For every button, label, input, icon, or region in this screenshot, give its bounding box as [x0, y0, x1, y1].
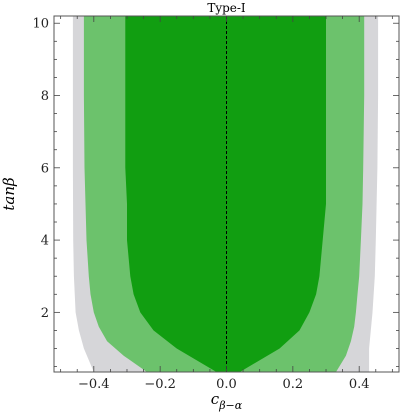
x-tick-label: −0.2 — [144, 377, 176, 392]
y-axis: 2 4 6 8 10 — [32, 17, 399, 367]
y-tick-label: 4 — [41, 234, 49, 249]
x-axis-title: cβ−α — [211, 390, 243, 412]
x-tick-label: 0.4 — [349, 377, 370, 392]
y-tick-label: 6 — [41, 161, 49, 176]
x-tick-label: 0.2 — [283, 377, 304, 392]
y-tick-label: 2 — [41, 306, 49, 321]
x-tick-label: 0.0 — [216, 377, 237, 392]
chart-title: Type-I — [207, 1, 246, 15]
allowed-regions — [72, 16, 379, 372]
x-axis: −0.4 −0.2 0.0 0.2 0.4 — [60, 16, 393, 392]
y-tick-label: 10 — [32, 17, 49, 32]
x-axis-title-subscript: β−α — [218, 399, 243, 412]
x-axis-title-main: c — [211, 390, 220, 408]
region-inner — [125, 16, 326, 372]
y-axis-title: tanβ — [0, 177, 18, 211]
y-tick-label: 8 — [41, 89, 49, 104]
x-tick-label: −0.4 — [78, 377, 110, 392]
